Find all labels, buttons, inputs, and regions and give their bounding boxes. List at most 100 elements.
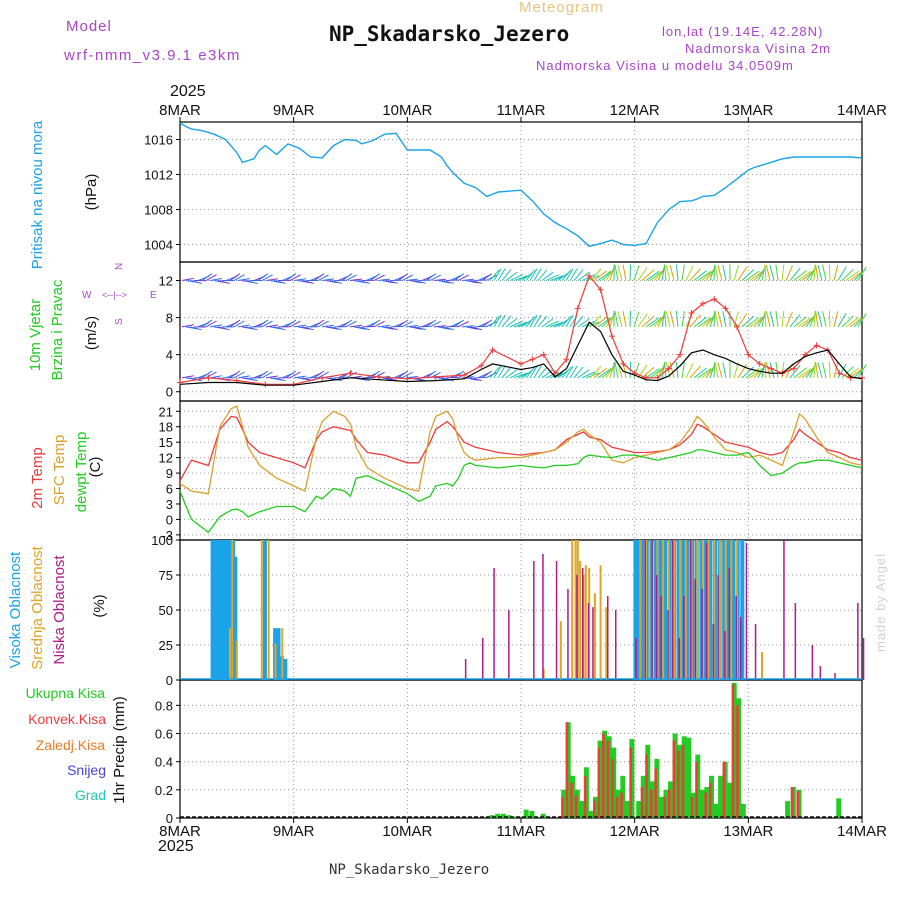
wind-arrow xyxy=(785,265,793,281)
y-tick-label: 0 xyxy=(166,385,173,400)
wind-arrow xyxy=(477,372,490,379)
cloud-bar xyxy=(663,540,667,680)
wind-arrow xyxy=(425,319,437,328)
cloud-bar xyxy=(276,628,281,680)
wind-arrow xyxy=(781,264,785,281)
wind-arrow xyxy=(285,319,297,328)
wind-arrow xyxy=(317,274,329,281)
cloud-bar xyxy=(740,540,745,680)
wind-arrow xyxy=(775,361,779,378)
wind-arrow xyxy=(429,320,441,328)
cloud-bar xyxy=(834,673,836,680)
y-tick-label: 4 xyxy=(166,348,173,363)
altitude-label: Nadmorska Visina 2m xyxy=(685,41,831,56)
x-tick-label-top: 9MAR xyxy=(273,102,315,119)
wind-arrow xyxy=(505,318,518,328)
x-tick-label-bottom: 8MAR xyxy=(159,823,201,840)
wind-arrow xyxy=(569,268,578,281)
wind-arrow xyxy=(789,314,801,328)
wind-arrow xyxy=(501,269,512,281)
y-tick-label: 0.6 xyxy=(155,727,173,742)
cloud-bar xyxy=(728,568,731,680)
wind-arrow xyxy=(737,266,748,281)
cloud-bar xyxy=(745,542,748,680)
cloud-bar xyxy=(605,607,608,680)
wind-arrow xyxy=(822,362,827,378)
cloud-bar xyxy=(639,540,642,680)
cloud-bar xyxy=(671,540,674,680)
y-tick-label: 0.2 xyxy=(155,783,173,798)
footer-station: NP_Skadarsko_Jezero xyxy=(329,862,490,878)
cloud-bar xyxy=(229,628,231,680)
wind-arrow xyxy=(789,365,801,379)
wind-arrow xyxy=(481,319,493,328)
wind-arrow xyxy=(722,264,727,281)
wind-arrow xyxy=(661,264,666,281)
wind-arrow xyxy=(697,317,712,328)
wind-arrow xyxy=(581,371,595,379)
wind-arrow xyxy=(817,264,823,281)
precip-conv-bar xyxy=(620,792,623,818)
wind-arrow xyxy=(469,280,482,284)
wind-arrow xyxy=(845,270,860,281)
wind-gust-marker xyxy=(563,356,570,363)
wind-arrow xyxy=(301,326,314,331)
y-tick-label: 18 xyxy=(159,420,173,435)
cloud-bar xyxy=(260,540,263,680)
wind-arrow xyxy=(201,273,213,281)
cloud-bar xyxy=(574,540,577,680)
wind-gust-marker xyxy=(552,370,559,377)
wind-arrow xyxy=(717,362,723,378)
wind-arrow xyxy=(481,370,493,379)
cloud-bar xyxy=(508,610,510,680)
wind-arrow xyxy=(341,319,353,328)
y-tick-label: 21 xyxy=(159,404,173,419)
precip-conv-bar xyxy=(602,733,605,818)
station-title: NP_Skadarsko_Jezero xyxy=(329,22,570,46)
wind-arrow xyxy=(815,264,819,281)
wind-arrow xyxy=(513,275,528,282)
meteogram-label: Meteogram xyxy=(519,0,604,16)
wind-gust-marker xyxy=(375,373,382,380)
cloud-bar xyxy=(667,610,669,680)
wind-arrow xyxy=(645,368,660,379)
wind-arrow xyxy=(313,370,325,379)
wind-arrow xyxy=(641,269,655,281)
wind-unit: (m/s) xyxy=(83,316,100,350)
cloud-bar xyxy=(533,561,535,680)
wind-gust-marker xyxy=(620,360,627,367)
temp-line xyxy=(179,415,863,482)
wind-gust-marker xyxy=(654,374,661,381)
precip-conv-bar xyxy=(736,705,739,818)
wind-arrow xyxy=(525,315,536,328)
precip-total-bar xyxy=(686,737,692,818)
precip-legend-item: Ukupna Kisa xyxy=(26,685,106,701)
wind-arrow xyxy=(441,326,454,331)
wind-arrow xyxy=(473,376,487,379)
cloud-bar xyxy=(593,593,596,680)
wind-gust-marker xyxy=(745,351,752,358)
wind-arrow xyxy=(649,316,664,328)
compass-w: W xyxy=(82,290,92,301)
wind-arrow xyxy=(577,369,590,379)
wind-arrow xyxy=(245,280,258,284)
y-tick-label: 12 xyxy=(159,274,173,289)
wind-arrow xyxy=(273,280,286,284)
wind-arrow xyxy=(633,265,640,281)
precip-conv-bar xyxy=(597,747,601,818)
wind-arrow xyxy=(417,279,431,282)
wind-arrow xyxy=(769,264,775,281)
precip-total-bar xyxy=(740,803,746,818)
wind-gust-marker xyxy=(836,370,843,377)
cloud-bar xyxy=(224,540,229,680)
wind-arrow xyxy=(433,278,446,282)
wind-arrow xyxy=(569,365,578,379)
x-tick-label-top: 13MAR xyxy=(723,102,773,119)
wind-arrow xyxy=(217,280,230,284)
wind-arrow xyxy=(733,265,739,281)
wind-arrow xyxy=(565,268,574,281)
wind-gust-marker xyxy=(813,342,820,349)
wind-arrow xyxy=(469,326,482,331)
wind-arrow xyxy=(205,320,217,328)
precip-total-bar xyxy=(658,796,664,818)
